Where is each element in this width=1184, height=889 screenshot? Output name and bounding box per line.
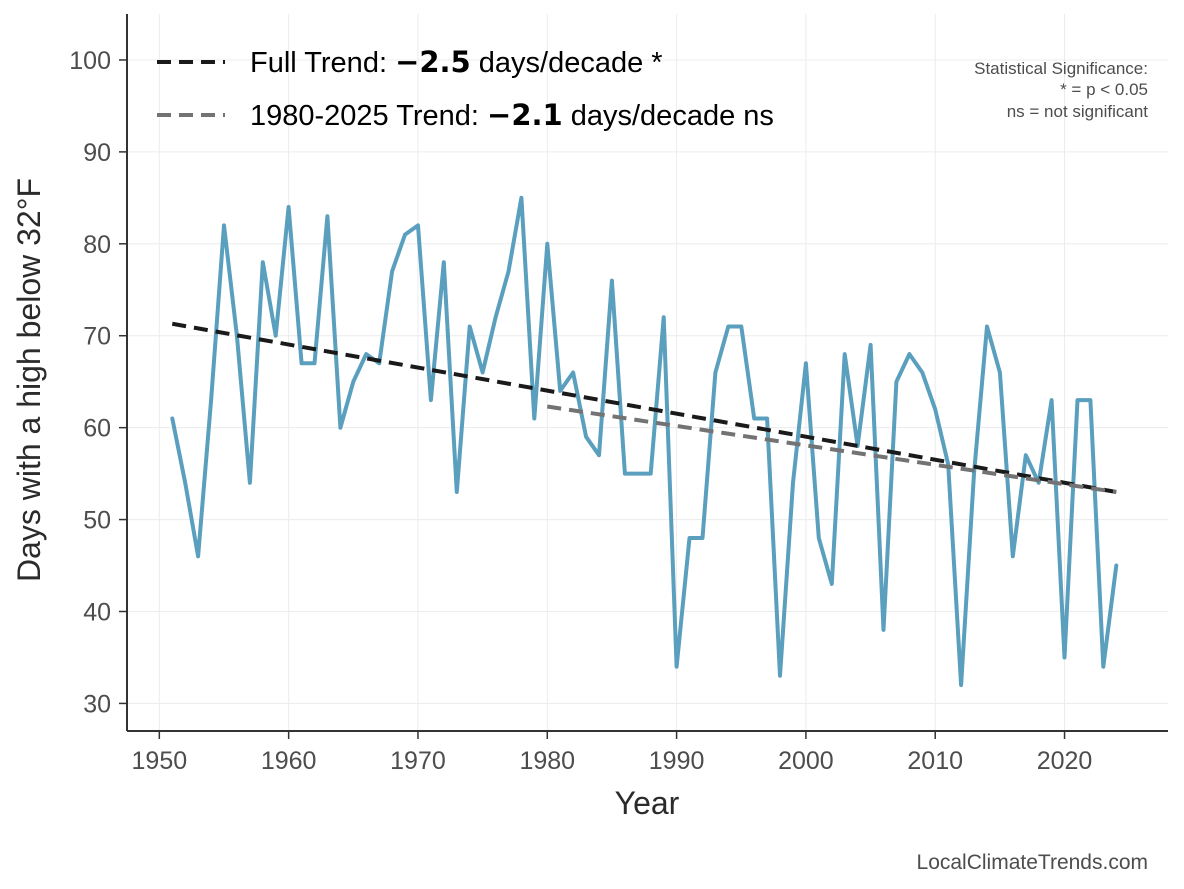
trend-line-full	[171, 321, 1117, 494]
y-tick-label-70: 70	[83, 323, 111, 351]
x-tick-label-1990: 1990	[649, 747, 705, 775]
legend-value-0: −2.5	[395, 45, 471, 79]
y-tick-label-30: 30	[83, 690, 111, 718]
significance-line-2: * = p < 0.05	[1060, 80, 1148, 99]
series-group	[170, 195, 1119, 687]
legend-label-0: Full Trend: −2.5 days/decade *	[250, 45, 663, 79]
trend-lines	[171, 321, 1117, 494]
y-tick-label-50: 50	[83, 507, 111, 535]
legend-label-text-1: 1980-2025 Trend:	[250, 100, 487, 132]
y-axis-title: Days with a high below 32°F	[11, 178, 47, 582]
x-tick-label-2020: 2020	[1037, 747, 1093, 775]
legend-label-1: 1980-2025 Trend: −2.1 days/decade ns	[250, 98, 774, 132]
y-tick-label-80: 80	[83, 231, 111, 259]
legend: Full Trend: −2.5 days/decade * 1980-2025 …	[157, 45, 774, 132]
x-tick-label-1960: 1960	[261, 747, 317, 775]
source-credit: LocalClimateTrends.com	[917, 851, 1148, 874]
trend-line-1980-2025	[546, 404, 1117, 494]
y-tick-label-100: 100	[69, 47, 111, 75]
legend-unit-1: days/decade ns	[563, 100, 774, 132]
significance-line-1: Statistical Significance:	[974, 59, 1148, 78]
series-line-days-below-32f	[170, 195, 1119, 687]
y-tick-label-60: 60	[83, 415, 111, 443]
y-tick-label-40: 40	[83, 599, 111, 627]
x-tick-label-1970: 1970	[390, 747, 446, 775]
x-axis-title: Year	[615, 785, 680, 821]
y-ticks: 30 40 50 60 70 80 90 100	[69, 47, 127, 718]
legend-unit-0: days/decade *	[471, 47, 663, 79]
significance-line-3: ns = not significant	[1007, 102, 1149, 121]
x-tick-label-2000: 2000	[778, 747, 834, 775]
legend-value-1: −2.1	[487, 98, 563, 132]
significance-note: Statistical Significance: * = p < 0.05 n…	[974, 59, 1148, 121]
x-tick-label-2010: 2010	[907, 747, 963, 775]
x-ticks: 1950 1960 1970 1980 1990 2000 2010 2020	[132, 731, 1093, 775]
x-tick-label-1950: 1950	[132, 747, 188, 775]
x-tick-label-1980: 1980	[519, 747, 575, 775]
y-tick-label-90: 90	[83, 139, 111, 167]
legend-label-text-0: Full Trend:	[250, 47, 395, 79]
